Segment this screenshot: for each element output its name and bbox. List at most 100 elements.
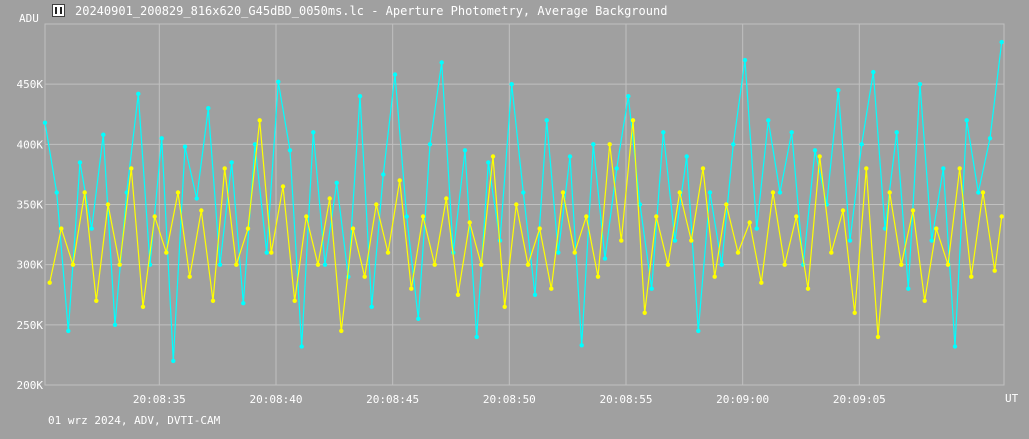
data-point: [287, 148, 293, 153]
data-point: [661, 130, 666, 135]
data-point: [560, 190, 566, 195]
data-point: [649, 286, 654, 291]
data-point: [397, 178, 402, 183]
data-point: [684, 154, 689, 159]
data-point: [805, 286, 811, 291]
data-point: [782, 262, 787, 267]
data-point: [486, 160, 491, 165]
data-point: [871, 69, 876, 75]
data-point: [327, 196, 332, 201]
data-point: [432, 262, 437, 267]
data-point: [642, 310, 647, 315]
data-point: [572, 250, 577, 255]
data-point: [77, 160, 83, 165]
data-point: [199, 208, 204, 213]
data-point: [112, 322, 118, 327]
data-point: [976, 190, 981, 195]
data-point: [747, 220, 752, 225]
data-point: [140, 304, 146, 309]
data-point: [369, 304, 374, 309]
data-point: [712, 274, 717, 279]
data-point: [719, 262, 724, 267]
data-point: [311, 130, 316, 135]
data-point: [864, 166, 869, 171]
data-point: [409, 286, 414, 291]
data-point: [875, 334, 881, 340]
data-point: [257, 118, 262, 123]
data-point: [735, 250, 741, 255]
data-point: [945, 262, 951, 267]
y-tick-label: 300K: [17, 259, 44, 272]
y-tick-label: 350K: [17, 199, 44, 212]
data-point: [549, 286, 554, 291]
data-point: [304, 214, 309, 219]
data-point: [724, 202, 729, 207]
chart-grid: [44, 23, 1005, 386]
data-point: [999, 214, 1004, 219]
data-point: [700, 166, 706, 171]
data-point: [315, 262, 321, 267]
data-point: [152, 214, 157, 219]
data-point: [339, 328, 344, 334]
data-point: [299, 344, 304, 349]
data-point: [467, 220, 472, 225]
x-tick-label: 20:08:40: [250, 393, 303, 406]
data-point: [292, 298, 297, 303]
data-point: [941, 166, 946, 171]
data-point: [362, 274, 367, 279]
lightcurve-app-icon[interactable]: [52, 4, 65, 17]
series-line: [44, 42, 1003, 361]
window-titlebar: 20240901_200829_816x620_G45dBD_0050ms.lc…: [0, 0, 1029, 24]
data-point: [392, 72, 398, 77]
data-point: [427, 142, 433, 147]
data-point: [101, 132, 106, 137]
data-point: [952, 344, 958, 349]
data-point: [357, 94, 363, 99]
data-point: [439, 60, 444, 65]
data-point: [217, 262, 223, 267]
data-point: [175, 190, 181, 195]
data-point: [222, 166, 227, 171]
data-point: [887, 190, 892, 195]
data-point: [462, 148, 468, 153]
data-point: [637, 202, 643, 207]
series-1: [42, 39, 1004, 364]
data-point: [584, 214, 589, 219]
data-point: [521, 190, 526, 195]
data-point: [229, 160, 234, 165]
data-point: [70, 262, 76, 267]
data-point: [136, 91, 141, 97]
data-point: [264, 250, 269, 255]
data-point: [54, 190, 59, 195]
data-point: [252, 142, 258, 147]
data-point: [840, 208, 846, 213]
data-point: [980, 190, 986, 195]
data-point: [322, 262, 328, 267]
data-point: [567, 154, 573, 159]
data-point: [654, 214, 659, 219]
data-point: [766, 118, 771, 123]
data-point: [556, 250, 561, 255]
data-point: [770, 190, 776, 195]
y-tick-label: 450K: [17, 78, 44, 91]
data-point: [969, 274, 974, 279]
data-point: [404, 214, 409, 219]
data-point: [187, 274, 192, 279]
data-point: [420, 214, 426, 219]
data-point: [934, 226, 939, 231]
data-point: [754, 226, 759, 231]
data-point: [59, 226, 64, 231]
data-point: [444, 196, 449, 201]
data-point: [241, 301, 246, 306]
data-point: [276, 79, 281, 85]
data-point: [171, 358, 176, 364]
data-point: [812, 148, 818, 153]
y-tick-label: 250K: [17, 319, 44, 332]
data-point: [269, 250, 274, 255]
data-point: [280, 184, 286, 189]
data-point: [777, 190, 783, 195]
data-point: [595, 274, 601, 279]
data-point: [502, 304, 507, 309]
data-point: [89, 226, 94, 231]
